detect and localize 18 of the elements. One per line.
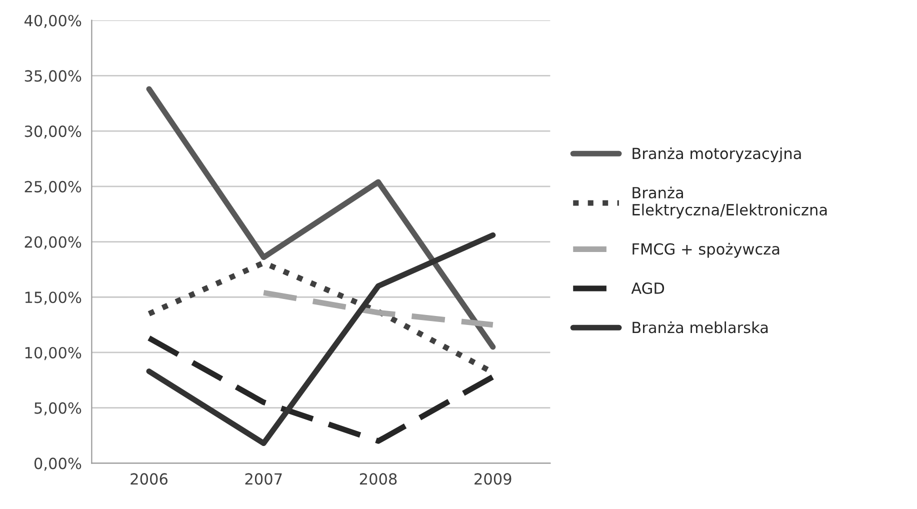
x-tick-label: 2007 [245,473,282,485]
x-tick-label: 2008 [360,473,397,485]
legend-label: AGD [631,282,664,294]
x-tick-label: 2009 [474,473,512,485]
y-tick-label: 25,00% [24,180,82,194]
y-tick-label: 35,00% [24,70,82,84]
x-tick-label: 2006 [130,473,168,485]
y-tick-label: 20,00% [24,236,82,250]
legend-label: Branża motoryzacyjna [632,147,801,162]
legend-label: Branża meblarska [632,321,768,334]
y-tick-label: 5,00% [34,402,82,416]
legend-label: Branża Elektryczna/Elektroniczna [632,186,827,218]
legend-label: FMCG + spożywcza [632,242,780,258]
y-tick-label: 0,00% [34,458,82,471]
y-tick-label: 10,00% [25,346,82,360]
y-tick-label: 15,00% [25,292,82,305]
y-tick-label: 40,00% [24,14,82,28]
y-tick-label: 30,00% [24,126,82,139]
